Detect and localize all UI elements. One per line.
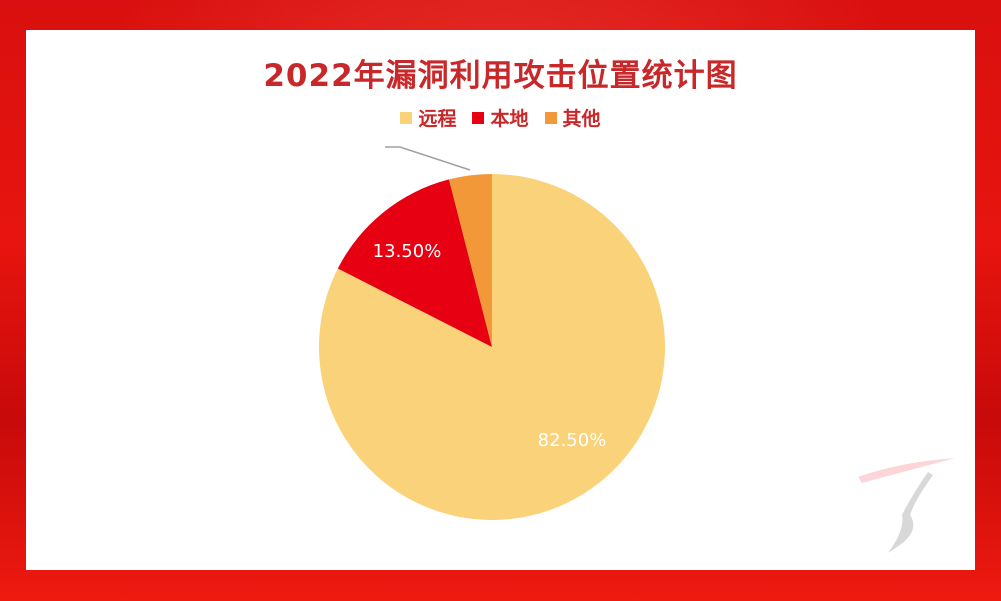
- legend-label: 远程: [418, 108, 457, 130]
- chart-title: 2022年漏洞利用攻击位置统计图: [263, 58, 738, 94]
- data-label-remote: 82.50%: [538, 430, 607, 451]
- legend-swatch: [544, 111, 557, 124]
- legend-swatch: [400, 111, 413, 124]
- data-label-local: 13.50%: [373, 241, 442, 262]
- legend-item-local: 本地: [472, 104, 529, 131]
- legend-label: 本地: [490, 108, 529, 130]
- pie-slice-local: [337, 179, 492, 347]
- legend-label: 其他: [562, 108, 601, 130]
- legend-item-other: 其他: [544, 104, 601, 131]
- leader-line: [385, 146, 471, 171]
- legend-item-remote: 远程: [400, 104, 456, 131]
- legend: 远程 本地 其他: [0, 104, 1001, 131]
- logo-watermark: [858, 458, 955, 553]
- legend-swatch: [472, 111, 485, 124]
- pie-slice-other: [448, 174, 492, 347]
